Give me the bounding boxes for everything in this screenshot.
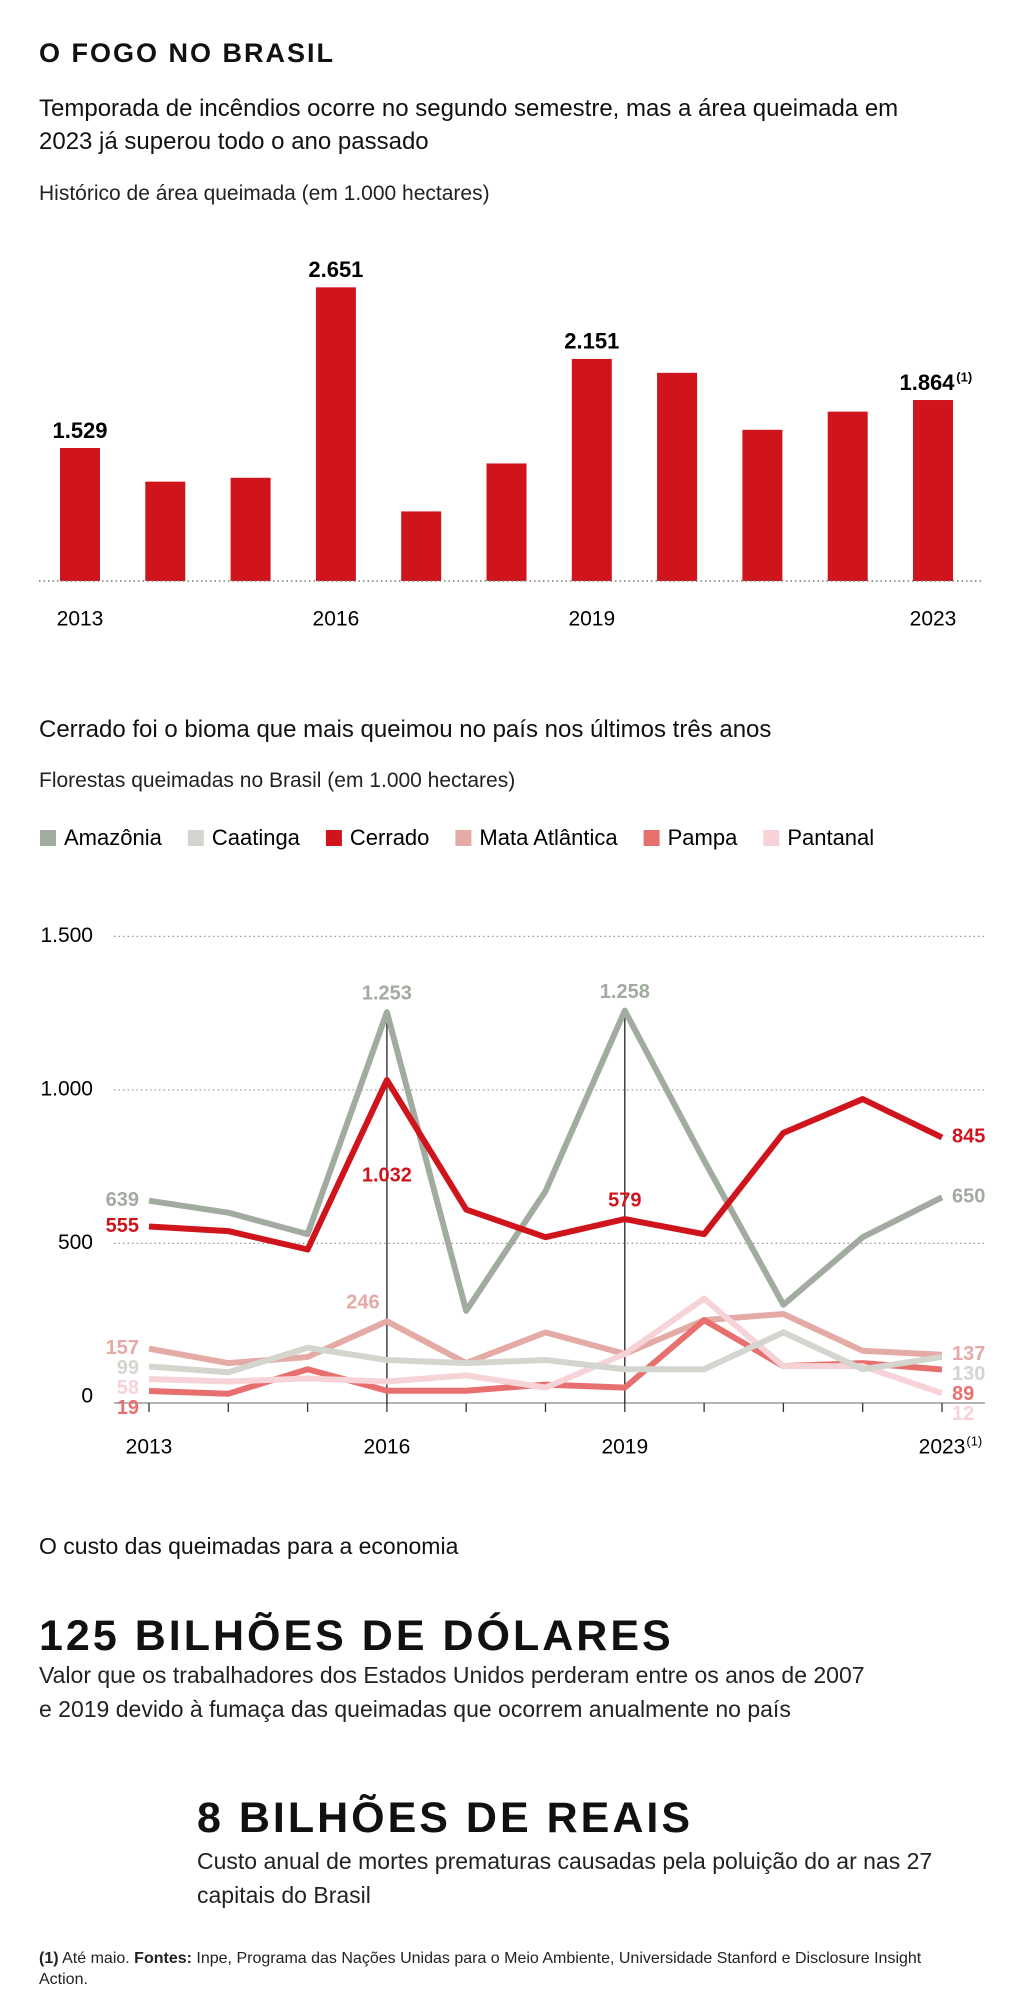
value-label: 639: [106, 1189, 139, 1211]
bar: [315, 287, 356, 581]
page-subtitle: Temporada de incêndios ocorre no segundo…: [39, 95, 899, 155]
x-tick-label: 2016: [364, 1436, 411, 1459]
series-line: [148, 1329, 943, 1376]
legend-label: Mata Atlântica: [479, 825, 618, 850]
legend-swatch: [40, 830, 56, 846]
legend-swatch: [325, 830, 342, 846]
chart-subtitle: Histórico de área queimada (em 1.000 hec…: [39, 182, 490, 205]
value-label: 2.151: [564, 329, 619, 354]
series-line: [148, 1310, 943, 1367]
x-tick-label: 2023: [910, 608, 957, 631]
bar: [60, 447, 100, 581]
value-label: 1.253: [362, 982, 412, 1004]
chart-subtitle: Florestas queimadas no Brasil (em 1.000 …: [39, 769, 516, 792]
bar: [230, 477, 271, 581]
bar: [571, 358, 612, 581]
chart-title: Cerrado foi o bioma que mais queimou no …: [39, 716, 772, 743]
value-label: 1.864: [899, 370, 955, 395]
y-tick-label: 0: [81, 1384, 93, 1407]
x-tick-label: 2023: [919, 1436, 966, 1459]
series-line: [148, 1295, 943, 1397]
y-tick-label: 1.000: [40, 1077, 93, 1100]
legend-swatch: [643, 830, 660, 846]
value-label: 58: [117, 1377, 139, 1399]
category-note: (1): [966, 1433, 982, 1448]
value-label: 1.258: [600, 981, 650, 1003]
footnote-note: Até maio.: [62, 1950, 130, 1967]
value-label: 650: [952, 1186, 985, 1208]
series-line: [148, 1077, 944, 1253]
legend-swatch: [763, 830, 780, 846]
value-label: 157: [106, 1337, 139, 1359]
value-label: 2.651: [308, 257, 363, 282]
value-label: 845: [952, 1126, 985, 1148]
value-label: 579: [608, 1189, 641, 1211]
sources: Inpe, Programa das Nações Unidas para o …: [39, 1950, 922, 1988]
x-tick-label: 2016: [313, 608, 360, 631]
bar: [486, 463, 527, 581]
description: Valor que os trabalhadores dos Estados U…: [39, 1662, 865, 1722]
value-label: 137: [952, 1343, 985, 1365]
bar: [401, 511, 442, 581]
value-label: 1.529: [52, 418, 107, 443]
y-tick-label: 1.500: [40, 924, 93, 947]
headline: 8 BILHÕES DE REAIS: [197, 1794, 694, 1842]
value-label: 246: [346, 1292, 379, 1314]
bar: [742, 429, 783, 581]
value-label: 1.032: [362, 1164, 412, 1186]
section-heading: O custo das queimadas para a economia: [39, 1533, 459, 1559]
legend-label: Pampa: [668, 825, 738, 850]
value-label: 130: [952, 1363, 985, 1385]
legend-label: Cerrado: [350, 825, 429, 850]
x-tick-label: 2013: [57, 608, 104, 631]
label-note: (1): [956, 369, 972, 384]
headline: 125 BILHÕES DE DÓLARES: [39, 1612, 674, 1660]
value-label: 19: [117, 1397, 139, 1419]
legend-label: Pantanal: [787, 825, 874, 850]
bar: [913, 400, 953, 581]
bar: [827, 411, 868, 581]
sources-label: Fontes:: [134, 1950, 192, 1967]
legend-label: Amazônia: [64, 825, 163, 850]
value-label: 12: [952, 1403, 974, 1425]
x-tick-label: 2019: [601, 1436, 648, 1459]
legend-label: Caatinga: [212, 825, 301, 850]
bar: [657, 372, 698, 581]
footnote: (1) Até maio. Fontes: Inpe, Programa das…: [39, 1948, 929, 1990]
y-tick-label: 500: [58, 1231, 93, 1254]
legend-swatch: [455, 830, 472, 846]
x-tick-label: 2013: [126, 1436, 173, 1459]
description: Custo anual de mortes prematuras causada…: [197, 1848, 933, 1908]
value-label: 555: [106, 1215, 139, 1237]
value-label: 99: [117, 1357, 139, 1379]
page-title: O FOGO NO BRASIL: [39, 38, 336, 68]
series-line: [148, 1007, 944, 1314]
value-label: 89: [952, 1383, 974, 1405]
legend-swatch: [187, 830, 204, 846]
footnote-marker: (1): [39, 1950, 59, 1967]
x-tick-label: 2019: [568, 608, 615, 631]
bar: [145, 481, 186, 581]
